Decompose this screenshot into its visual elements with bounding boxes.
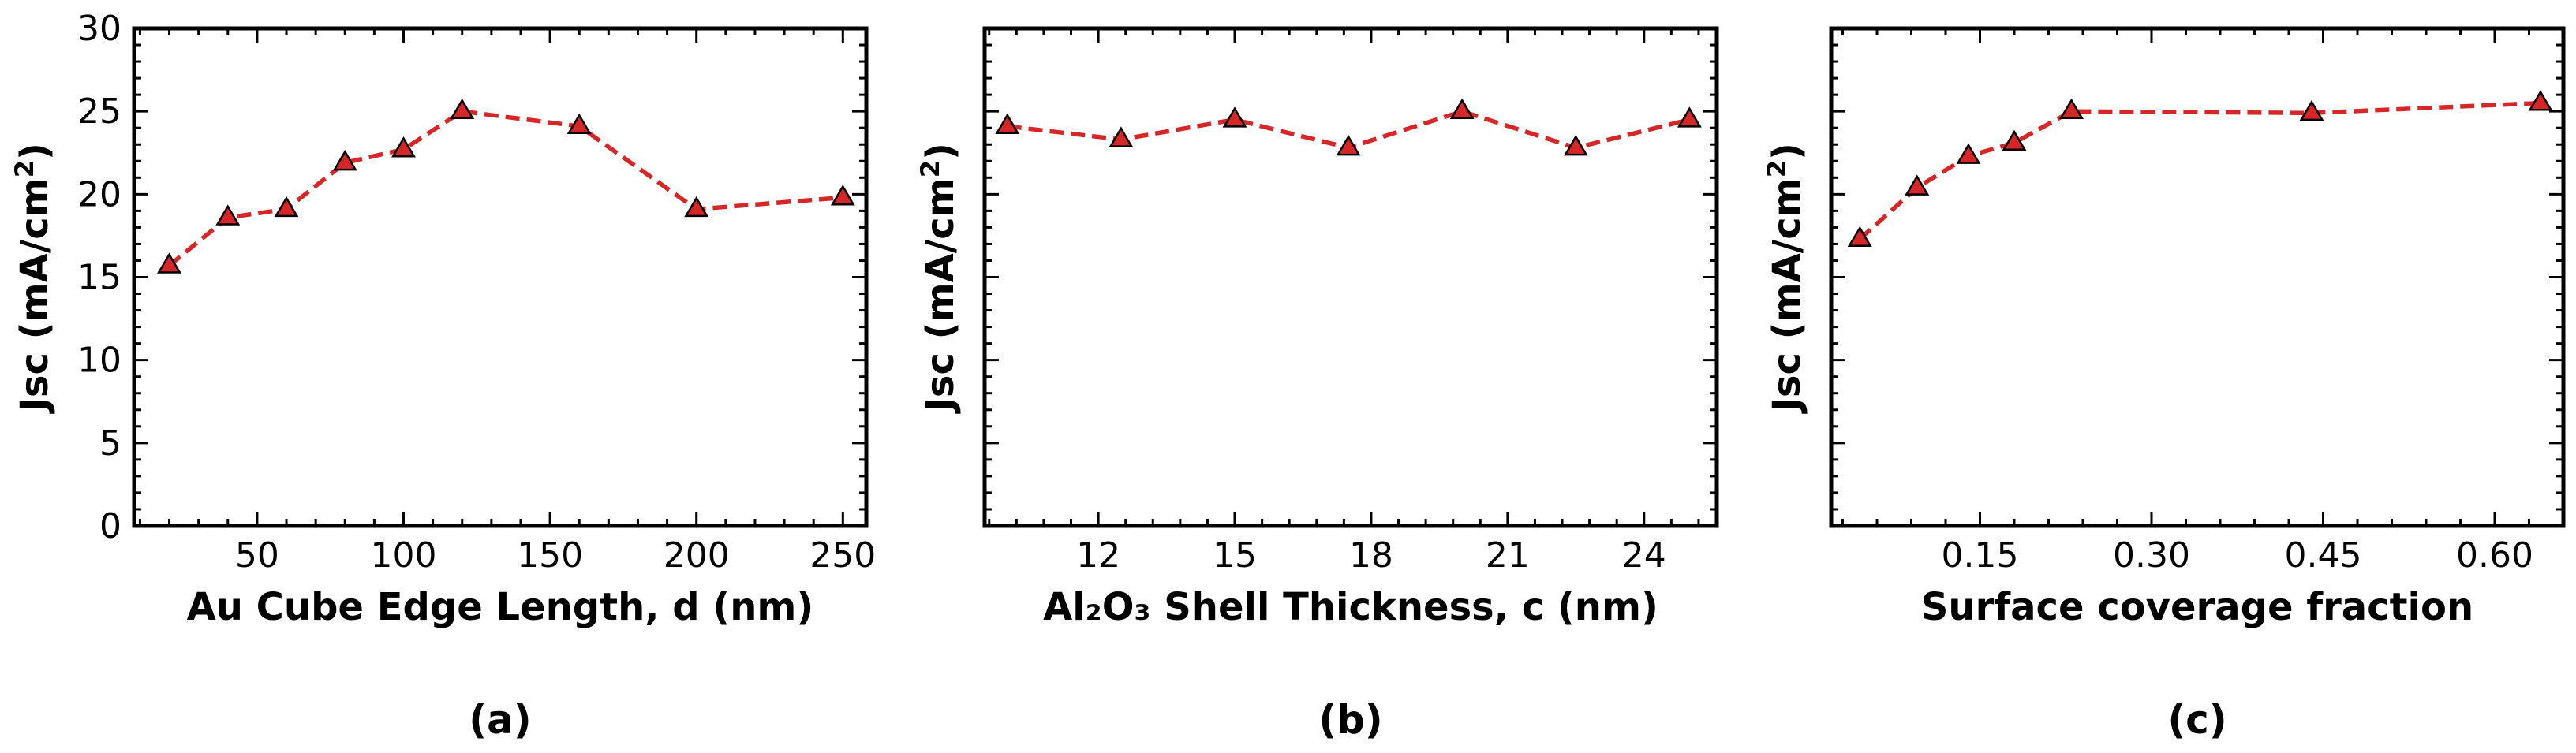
y-tick-label: 20 — [77, 174, 122, 214]
data-point-marker — [2002, 129, 2027, 151]
data-point-marker — [2299, 99, 2324, 121]
data-point-marker — [1449, 98, 1475, 120]
data-point-marker — [1956, 143, 1981, 164]
x-tick-label: 15 — [1213, 535, 1257, 576]
panel-label: (b) — [1318, 697, 1383, 743]
data-point-marker — [274, 196, 299, 218]
data-point-marker — [1109, 126, 1134, 147]
panel-label: (c) — [2167, 697, 2226, 743]
y-tick-label: 0 — [99, 506, 122, 546]
y-tick-label: 25 — [77, 91, 122, 132]
panel-b: 12 15 18 21 24 Jsc (mA/cm2) Al₂O₃ Shell Thickn… — [915, 26, 1719, 743]
data-point-marker — [2528, 90, 2553, 111]
y-tick-label: 30 — [77, 9, 122, 49]
plot-frame — [1829, 26, 2566, 528]
x-tick-label: 18 — [1349, 535, 1393, 576]
x-tick-label: 50 — [235, 535, 279, 576]
x-tick-label: 0.30 — [2113, 535, 2190, 576]
plot-frame — [132, 26, 869, 528]
x-tick-label: 12 — [1076, 535, 1120, 576]
data-point-marker — [391, 136, 416, 158]
data-point-marker — [450, 98, 475, 120]
data-point-marker — [684, 196, 709, 218]
data-point-marker — [1847, 226, 1872, 248]
x-tick-label: 0.60 — [2456, 535, 2533, 576]
x-tick-label: 0.15 — [1942, 535, 2019, 576]
panel-a: 0 5 10 15 20 25 30 50 100 150 200 250 Jsc (mA/cm2) Au… — [9, 9, 876, 743]
series-line — [167, 109, 843, 267]
data-point-marker — [1563, 134, 1588, 156]
x-tick-label: 100 — [371, 535, 437, 576]
data-point-marker — [1905, 174, 1930, 196]
plot-frame — [982, 26, 1719, 528]
y-axis-title: Jsc (mA/cm2) — [915, 143, 963, 414]
data-point-marker — [157, 252, 181, 274]
x-tick-label: 21 — [1486, 535, 1530, 576]
data-point-marker — [332, 149, 357, 171]
y-tick-label: 10 — [77, 341, 122, 381]
x-tick-label: 200 — [664, 535, 730, 576]
panel-label: (a) — [469, 697, 531, 743]
data-point-marker — [830, 185, 855, 206]
y-axis-title: Jsc (mA/cm2) — [9, 143, 57, 414]
data-point-marker — [1677, 106, 1702, 128]
panel-c: 0.15 0.30 0.45 0.60 Jsc (mA/cm2) Surface cove… — [1762, 26, 2566, 743]
data-point-marker — [995, 113, 1020, 135]
x-axis-title: Al₂O₃ Shell Thickness, c (nm) — [1043, 585, 1658, 629]
series-line — [1858, 100, 2541, 241]
data-point-marker — [566, 113, 592, 135]
y-tick-label: 5 — [99, 423, 122, 464]
x-tick-label: 250 — [809, 535, 876, 576]
data-point-marker — [215, 204, 241, 226]
x-axis-title: Surface coverage fraction — [1921, 585, 2473, 629]
x-tick-label: 24 — [1622, 535, 1666, 576]
data-point-marker — [2059, 98, 2084, 120]
data-point-marker — [1336, 134, 1361, 156]
data-point-marker — [1222, 106, 1247, 128]
x-tick-label: 0.45 — [2285, 535, 2362, 576]
x-axis-title: Au Cube Edge Length, d (nm) — [187, 585, 814, 629]
y-tick-label: 15 — [77, 258, 122, 298]
x-tick-label: 150 — [517, 535, 583, 576]
y-axis-title: Jsc (mA/cm2) — [1762, 143, 1809, 414]
